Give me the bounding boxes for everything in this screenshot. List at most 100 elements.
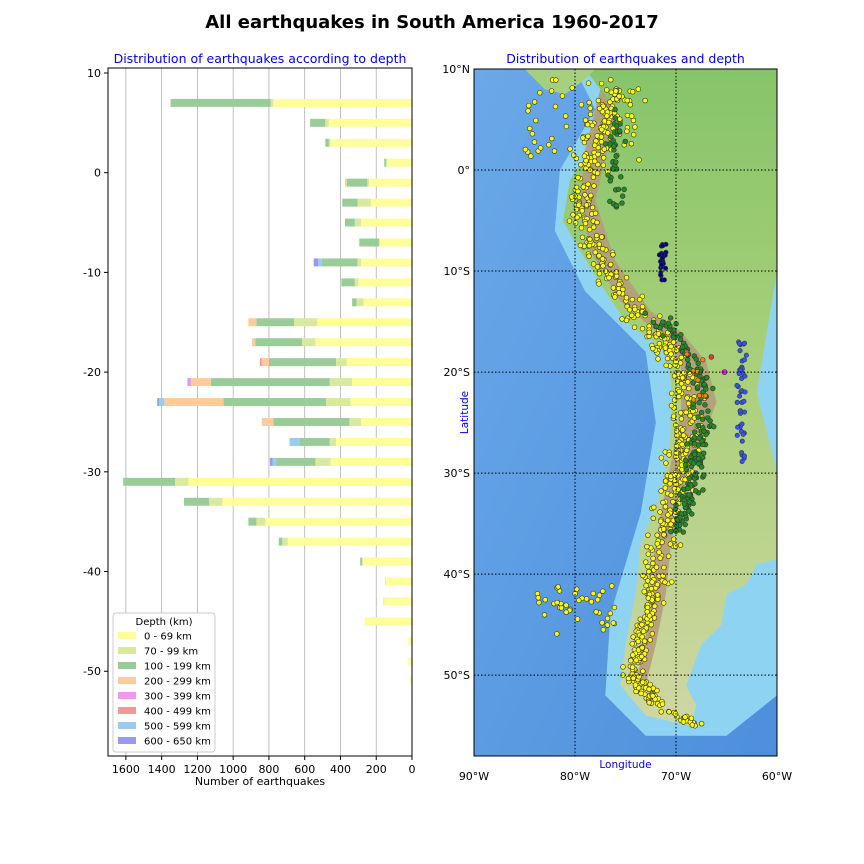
- quake-point: [649, 631, 656, 637]
- bar-segment: [359, 238, 379, 247]
- x-tick-label: 400: [330, 763, 351, 776]
- quake-point: [613, 153, 619, 159]
- quake-point: [568, 194, 575, 200]
- bar-segment: [310, 118, 326, 127]
- bar-segment: [358, 278, 412, 287]
- bar-segment: [354, 218, 362, 227]
- map-x-axis-label: Longitude: [599, 759, 651, 771]
- quake-point: [546, 142, 552, 148]
- quake-point: [678, 331, 684, 338]
- quake-point: [669, 579, 675, 585]
- map-lat-label: 0°: [458, 164, 471, 177]
- x-tick-label: 600: [294, 763, 315, 776]
- quake-point: [629, 312, 635, 319]
- bar-segment: [384, 597, 412, 606]
- bar-segment: [269, 457, 273, 466]
- map-y-axis-label: Latitude: [459, 391, 471, 434]
- quake-point: [617, 116, 623, 122]
- quake-point: [592, 249, 599, 255]
- legend-label: 500 - 599 km: [144, 722, 211, 733]
- quake-point: [658, 709, 664, 715]
- quake-point: [611, 143, 617, 149]
- bar-segment: [325, 138, 329, 147]
- quake-point: [616, 290, 622, 296]
- quake-point: [608, 134, 614, 140]
- quake-point: [693, 356, 699, 362]
- legend-title: Depth (km): [136, 617, 193, 628]
- quake-point: [641, 588, 647, 595]
- y-tick-label: -20: [83, 366, 101, 379]
- quake-point: [672, 711, 679, 717]
- bar-segment: [408, 637, 412, 646]
- legend-label: 200 - 299 km: [144, 677, 211, 688]
- bar-segment: [386, 158, 387, 167]
- legend-swatch: [118, 647, 136, 654]
- quake-point: [642, 97, 648, 104]
- quake-point: [666, 452, 672, 458]
- quake-point: [615, 186, 622, 192]
- quake-point: [735, 424, 741, 430]
- quake-point: [639, 634, 645, 640]
- quake-point: [658, 272, 664, 278]
- bar-segment: [222, 497, 412, 506]
- x-tick-label: 1000: [219, 763, 247, 776]
- quake-point: [741, 357, 747, 363]
- quake-point: [710, 385, 716, 392]
- quake-point: [577, 242, 584, 249]
- legend-swatch: [118, 722, 136, 729]
- quake-point: [551, 148, 558, 154]
- quake-point: [670, 334, 677, 341]
- bar-segment: [328, 138, 331, 147]
- quake-point: [537, 145, 544, 151]
- quake-point: [668, 351, 674, 357]
- quake-point: [703, 386, 709, 392]
- quake-point: [739, 438, 745, 444]
- bar-segment: [321, 258, 358, 267]
- quake-point: [650, 560, 656, 567]
- quake-point: [623, 295, 630, 301]
- quake-point: [608, 77, 614, 83]
- quake-point: [596, 281, 602, 287]
- quake-point: [638, 653, 645, 660]
- quake-point: [619, 200, 625, 206]
- quake-point: [624, 128, 630, 134]
- y-tick-label: 0: [94, 167, 101, 180]
- quake-point: [591, 224, 597, 230]
- quake-point: [583, 202, 590, 208]
- legend-label: 300 - 399 km: [144, 692, 211, 703]
- quake-point: [662, 579, 668, 585]
- quake-point: [583, 596, 590, 602]
- quake-point: [594, 597, 601, 603]
- bar-segment: [356, 298, 364, 307]
- quake-point: [600, 162, 607, 168]
- quake-point: [650, 515, 656, 522]
- quake-point: [637, 616, 643, 622]
- quake-point: [684, 447, 690, 453]
- quake-point: [595, 97, 602, 104]
- quake-point: [656, 549, 662, 555]
- x-tick-label: 0: [409, 763, 416, 776]
- quake-point: [587, 236, 593, 243]
- quake-point: [598, 126, 605, 133]
- quake-point: [635, 86, 641, 92]
- quake-point: [620, 664, 626, 670]
- bar-segment: [289, 437, 300, 446]
- quake-point: [602, 141, 609, 147]
- quake-point: [695, 360, 701, 367]
- quake-point: [607, 610, 614, 617]
- bar-segment: [362, 557, 412, 566]
- quake-point: [604, 615, 611, 622]
- quake-point: [654, 592, 661, 598]
- quake-point: [584, 121, 591, 128]
- quake-point: [695, 377, 701, 383]
- bar-segment: [410, 677, 412, 686]
- quake-point: [616, 128, 623, 134]
- quake-point: [671, 536, 677, 542]
- bar-segment: [354, 278, 359, 287]
- quake-point: [679, 427, 686, 433]
- quake-point: [737, 393, 743, 399]
- quake-point: [595, 161, 601, 168]
- legend-swatch: [118, 692, 136, 699]
- bar-segment: [187, 378, 189, 387]
- quake-point: [698, 464, 705, 470]
